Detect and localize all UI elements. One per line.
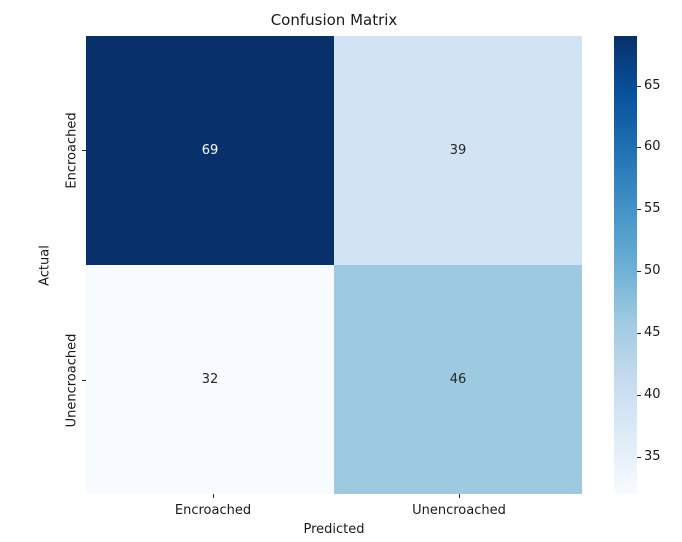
x-tick-mark-encroached bbox=[213, 494, 214, 498]
cell-value: 69 bbox=[201, 143, 219, 158]
heatmap-cell-actual-encroached-pred-encroached: 69 bbox=[86, 36, 334, 265]
y-tick-label-unencroached: Unencroached bbox=[64, 333, 80, 428]
chart-title: Confusion Matrix bbox=[270, 11, 398, 29]
colorbar-tick-label-35: 35 bbox=[644, 449, 661, 464]
colorbar-tick-mark-65 bbox=[637, 86, 641, 87]
colorbar-tick-label-60: 60 bbox=[644, 139, 661, 154]
colorbar-tick-mark-60 bbox=[637, 147, 641, 148]
y-axis-label: Actual bbox=[37, 245, 53, 286]
heatmap-cell-actual-unencroached-pred-unencroached: 46 bbox=[334, 265, 582, 494]
colorbar-tick-label-55: 55 bbox=[644, 201, 661, 216]
cell-value: 32 bbox=[201, 372, 219, 387]
colorbar-tick-mark-40 bbox=[637, 395, 641, 396]
colorbar-tick-label-65: 65 bbox=[644, 78, 661, 93]
x-tick-label-encroached: Encroached bbox=[174, 503, 252, 518]
cell-value: 46 bbox=[449, 372, 467, 387]
x-tick-mark-unencroached bbox=[459, 494, 460, 498]
x-tick-label-unencroached: Unencroached bbox=[412, 503, 506, 518]
y-tick-label-encroached: Encroached bbox=[64, 112, 80, 189]
y-tick-mark-unencroached bbox=[82, 380, 86, 381]
colorbar-tick-label-50: 50 bbox=[644, 263, 661, 278]
colorbar-tick-mark-45 bbox=[637, 333, 641, 334]
colorbar bbox=[614, 36, 637, 494]
colorbar-tick-label-45: 45 bbox=[644, 325, 661, 340]
colorbar-tick-label-40: 40 bbox=[644, 387, 661, 402]
x-axis-label: Predicted bbox=[303, 522, 365, 537]
heatmap-grid: 69 39 32 46 bbox=[86, 36, 582, 494]
cell-value: 39 bbox=[449, 143, 467, 158]
heatmap-cell-actual-unencroached-pred-encroached: 32 bbox=[86, 265, 334, 494]
y-tick-mark-encroached bbox=[82, 150, 86, 151]
colorbar-tick-mark-50 bbox=[637, 271, 641, 272]
heatmap-cell-actual-encroached-pred-unencroached: 39 bbox=[334, 36, 582, 265]
colorbar-tick-mark-35 bbox=[637, 457, 641, 458]
colorbar-tick-mark-55 bbox=[637, 209, 641, 210]
